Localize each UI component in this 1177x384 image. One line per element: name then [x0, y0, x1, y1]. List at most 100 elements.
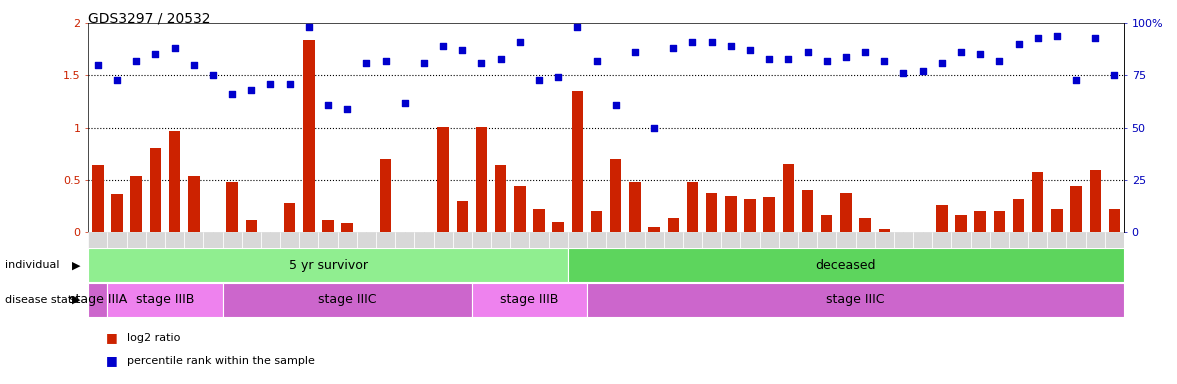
- Text: log2 ratio: log2 ratio: [127, 333, 180, 343]
- Bar: [993, 211, 1005, 232]
- Bar: [299, 232, 319, 248]
- Bar: [567, 232, 587, 248]
- Bar: [683, 232, 701, 248]
- Point: [1048, 33, 1066, 39]
- Point: [683, 39, 701, 45]
- Bar: [649, 227, 660, 232]
- Bar: [740, 232, 759, 248]
- Point: [222, 91, 241, 97]
- Bar: [491, 232, 511, 248]
- Bar: [438, 127, 448, 232]
- Bar: [548, 232, 567, 248]
- Bar: [380, 159, 391, 232]
- Bar: [165, 232, 184, 248]
- Point: [453, 47, 472, 53]
- Bar: [92, 166, 104, 232]
- Point: [107, 76, 126, 83]
- Bar: [204, 232, 222, 248]
- Bar: [1048, 232, 1066, 248]
- Point: [664, 45, 683, 51]
- Bar: [1070, 186, 1082, 232]
- Bar: [530, 232, 548, 248]
- Point: [587, 58, 606, 64]
- Bar: [840, 192, 852, 232]
- Bar: [184, 232, 204, 248]
- Point: [856, 49, 875, 55]
- Bar: [433, 232, 453, 248]
- Bar: [932, 232, 951, 248]
- Bar: [744, 199, 756, 232]
- Text: stage IIIA: stage IIIA: [68, 293, 127, 306]
- Bar: [975, 211, 986, 232]
- Point: [338, 106, 357, 112]
- Point: [530, 76, 548, 83]
- Text: stage IIIB: stage IIIB: [500, 293, 559, 306]
- Bar: [625, 232, 645, 248]
- Bar: [222, 283, 472, 317]
- Bar: [149, 147, 161, 232]
- Bar: [936, 205, 947, 232]
- Bar: [645, 232, 664, 248]
- Point: [395, 99, 414, 106]
- Point: [760, 56, 779, 62]
- Bar: [1009, 232, 1029, 248]
- Point: [491, 56, 510, 62]
- Point: [722, 43, 740, 49]
- Point: [875, 58, 893, 64]
- Point: [606, 102, 625, 108]
- Text: stage IIIC: stage IIIC: [318, 293, 377, 306]
- Bar: [88, 248, 567, 282]
- Bar: [859, 218, 871, 232]
- Point: [88, 62, 107, 68]
- Point: [511, 39, 530, 45]
- Text: ■: ■: [106, 354, 118, 367]
- Bar: [725, 196, 737, 232]
- Bar: [878, 229, 890, 232]
- Text: GDS3297 / 20532: GDS3297 / 20532: [88, 12, 211, 25]
- Point: [1066, 76, 1085, 83]
- Point: [1009, 41, 1028, 47]
- Point: [127, 58, 146, 64]
- Point: [548, 74, 567, 81]
- Bar: [246, 220, 257, 232]
- Text: deceased: deceased: [816, 259, 876, 272]
- Point: [913, 68, 932, 74]
- Bar: [856, 232, 875, 248]
- Bar: [686, 182, 698, 232]
- Point: [951, 49, 970, 55]
- Bar: [667, 218, 679, 232]
- Bar: [587, 232, 606, 248]
- Bar: [606, 232, 625, 248]
- Point: [146, 51, 165, 58]
- Point: [261, 81, 280, 87]
- Point: [817, 58, 836, 64]
- Bar: [630, 182, 640, 232]
- Point: [1086, 35, 1105, 41]
- Text: 5 yr survivor: 5 yr survivor: [288, 259, 367, 272]
- Bar: [88, 283, 107, 317]
- Text: disease state: disease state: [5, 295, 79, 305]
- Bar: [722, 232, 740, 248]
- Bar: [783, 164, 794, 232]
- Bar: [837, 232, 856, 248]
- Bar: [587, 283, 1124, 317]
- Bar: [779, 232, 798, 248]
- Bar: [971, 232, 990, 248]
- Bar: [913, 232, 932, 248]
- Bar: [664, 232, 683, 248]
- Point: [779, 56, 798, 62]
- Point: [357, 60, 375, 66]
- Bar: [322, 220, 334, 232]
- Point: [472, 60, 491, 66]
- Text: stage IIIB: stage IIIB: [135, 293, 194, 306]
- Point: [971, 51, 990, 58]
- Bar: [476, 127, 487, 232]
- Point: [895, 70, 913, 76]
- Point: [625, 49, 644, 55]
- Bar: [533, 209, 545, 232]
- Bar: [875, 232, 893, 248]
- Point: [740, 47, 759, 53]
- Point: [185, 62, 204, 68]
- Bar: [1105, 232, 1124, 248]
- Bar: [567, 248, 1124, 282]
